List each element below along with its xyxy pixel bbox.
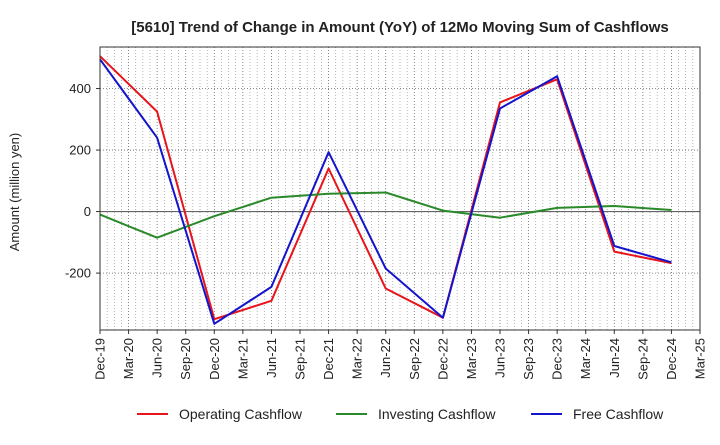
x-tick-label: Dec-24 (664, 338, 679, 380)
x-tick-label: Dec-21 (321, 338, 336, 380)
chart-title: [5610] Trend of Change in Amount (YoY) o… (131, 19, 669, 36)
y-tick-label: 400 (69, 81, 91, 96)
legend-label-free-cashflow: Free Cashflow (573, 406, 664, 422)
x-tick-label: Dec-23 (550, 338, 565, 380)
x-tick-label: Mar-25 (693, 338, 708, 379)
x-tick-label: Jun-22 (378, 338, 393, 378)
x-tick-label: Mar-20 (121, 338, 136, 379)
x-tick-label: Mar-23 (464, 338, 479, 379)
y-axis-label: Amount (million yen) (7, 133, 22, 252)
y-tick-label: 0 (84, 204, 91, 219)
series-line-investing-cashflow (99, 191, 672, 239)
series-line-free-cashflow (99, 58, 672, 325)
x-tick-label: Dec-20 (207, 338, 222, 380)
grid-layer (99, 47, 701, 330)
legend: Operating Cashflow Investing Cashflow Free… (137, 406, 664, 422)
y-tick-layer: 400 200 0 -200 (65, 81, 100, 281)
plot-frame (99, 46, 701, 331)
x-tick-label: Sep-22 (407, 338, 422, 380)
x-tick-layer: Dec-19 Mar-20 Jun-20 Sep-20 Dec-20 Mar-21 Jun-… (93, 330, 708, 380)
x-tick-label: Mar-22 (350, 338, 365, 379)
x-tick-label: Mar-24 (578, 338, 593, 379)
y-tick-label: -200 (65, 266, 91, 281)
x-tick-label: Sep-23 (521, 338, 536, 380)
legend-label-investing-cashflow: Investing Cashflow (378, 406, 496, 422)
x-tick-label: Sep-24 (635, 338, 650, 380)
x-tick-label: Jun-21 (264, 338, 279, 378)
x-tick-label: Jun-24 (607, 338, 622, 378)
x-tick-label: Jun-23 (493, 338, 508, 378)
x-tick-label: Sep-21 (293, 338, 308, 380)
x-tick-label: Sep-20 (178, 338, 193, 380)
series-layer (99, 55, 672, 325)
y-tick-label: 200 (69, 143, 91, 158)
legend-label-operating-cashflow: Operating Cashflow (179, 406, 303, 422)
x-tick-label: Mar-21 (235, 338, 250, 379)
x-tick-label: Dec-19 (93, 338, 108, 380)
series-line-operating-cashflow (99, 55, 672, 321)
x-tick-label: Dec-22 (435, 338, 450, 380)
x-tick-label: Jun-20 (150, 338, 165, 378)
